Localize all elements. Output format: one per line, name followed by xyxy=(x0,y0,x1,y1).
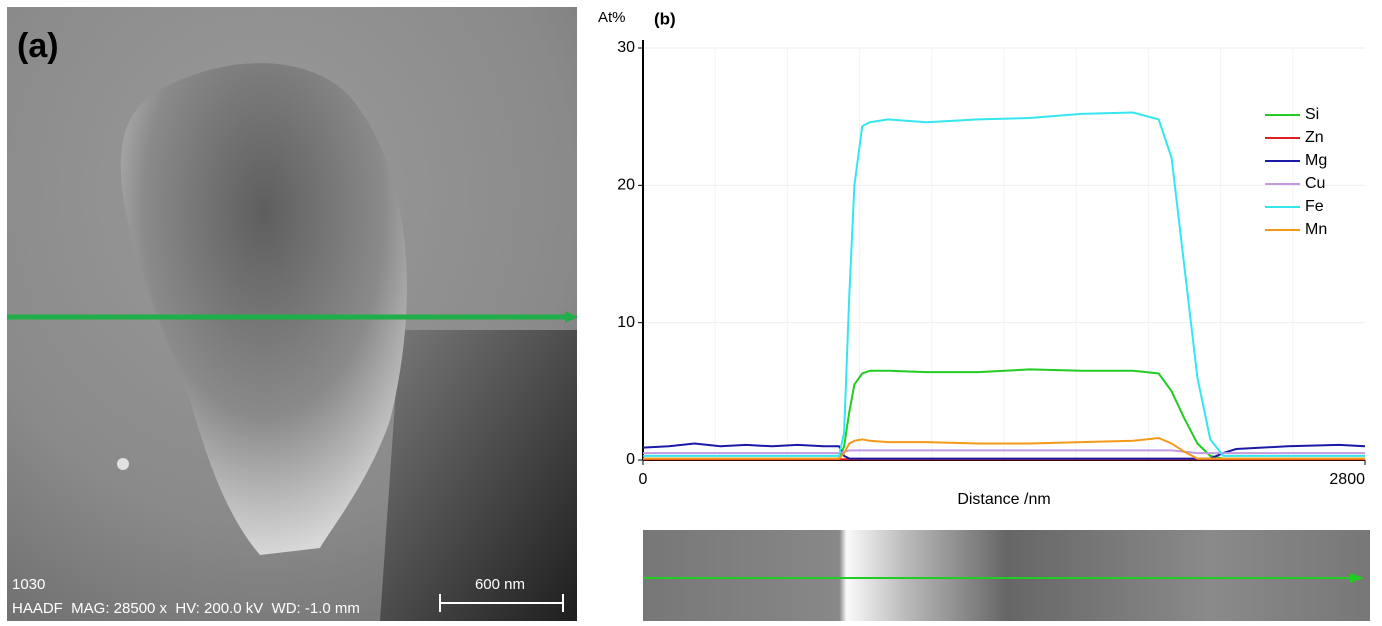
panel-label: (a) xyxy=(17,27,59,65)
data-line xyxy=(643,449,1365,455)
sample-id: 1030 xyxy=(12,576,45,593)
legend-label: Si xyxy=(1305,106,1319,123)
legend-label: Zn xyxy=(1305,129,1324,146)
legend-label: Mg xyxy=(1305,152,1327,169)
scale-bar-label: 600 nm xyxy=(475,576,525,593)
y-tick-label: 0 xyxy=(626,451,635,468)
image-info: HAADF MAG: 28500 x HV: 200.0 kV WD: -1.0… xyxy=(12,600,360,617)
data-line xyxy=(643,436,1365,460)
y-tick-label: 30 xyxy=(617,39,635,56)
y-axis-label: At% xyxy=(598,9,626,26)
legend-label: Cu xyxy=(1305,175,1325,192)
y-tick-label: 20 xyxy=(617,177,635,194)
sem-image-a: (a) 1030 HAADF MAG: 28500 x HV: 200.0 kV… xyxy=(7,7,578,621)
y-tick-label: 10 xyxy=(617,314,635,331)
sem-image-b xyxy=(643,530,1370,621)
data-line xyxy=(643,111,1365,457)
x-tick-label: 2800 xyxy=(1329,471,1365,488)
legend-label: Fe xyxy=(1305,198,1324,215)
legend-label: Mn xyxy=(1305,221,1327,238)
panel-label: (b) xyxy=(654,9,676,28)
x-axis-label: Distance /nm xyxy=(957,491,1050,508)
x-tick-label: 0 xyxy=(639,471,648,488)
